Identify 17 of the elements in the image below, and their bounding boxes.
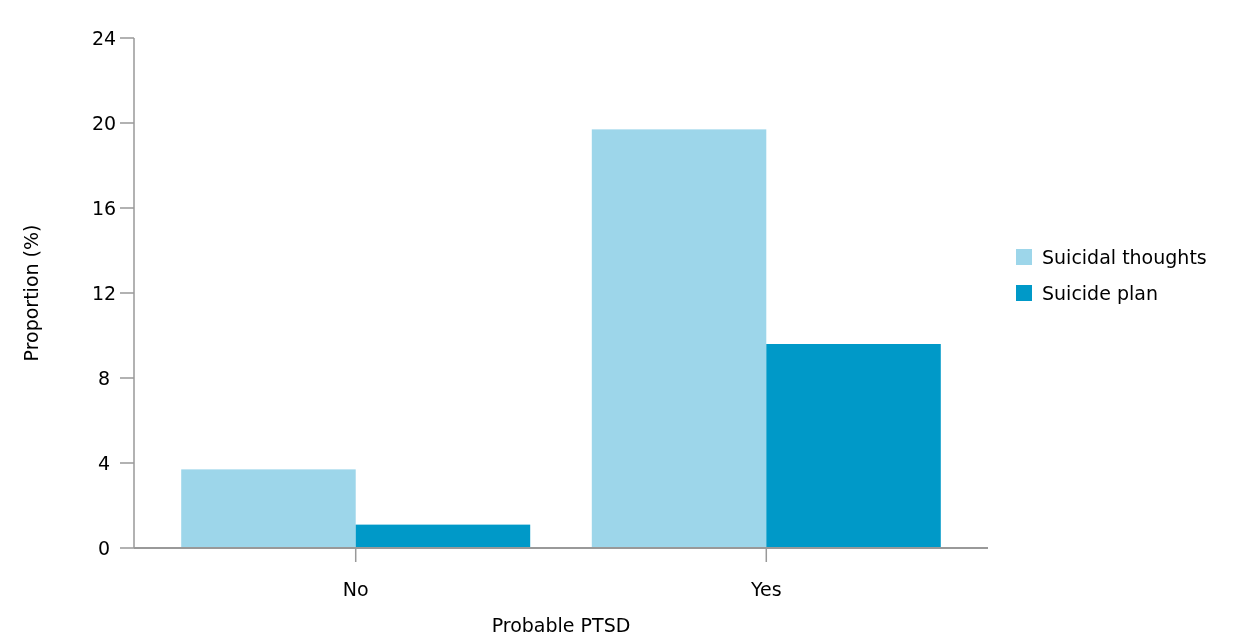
x-tick-label: Yes — [749, 578, 782, 600]
y-tick-label: 20 — [91, 111, 117, 134]
bar — [591, 129, 767, 548]
y-tick-label: 12 — [91, 281, 117, 304]
bar — [766, 344, 941, 548]
legend-label: Suicidal thoughts — [1042, 245, 1207, 268]
y-tick-label: 24 — [91, 26, 117, 49]
y-tick-label: 4 — [97, 451, 111, 474]
y-axis-title: Proportion (%) — [20, 224, 42, 362]
y-tick-label: 8 — [97, 366, 111, 389]
bar — [181, 469, 356, 548]
y-tick-label: 0 — [97, 536, 111, 559]
x-axis-title: Probable PTSD — [491, 614, 631, 636]
bar — [355, 524, 531, 548]
legend-label: Suicide plan — [1042, 281, 1158, 304]
x-tick-label: No — [342, 578, 369, 600]
y-tick-label: 16 — [91, 196, 117, 219]
